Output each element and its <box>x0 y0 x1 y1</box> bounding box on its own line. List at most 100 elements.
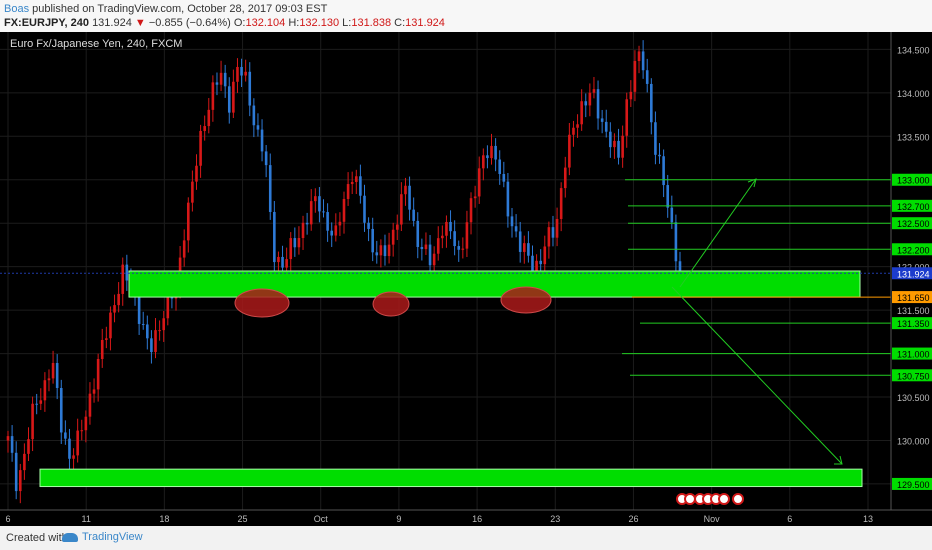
candle-body <box>650 83 653 123</box>
candle-body <box>318 196 321 212</box>
price-label-bg <box>892 199 932 212</box>
candle-body <box>264 151 268 166</box>
candle-body <box>662 156 665 186</box>
candle-body <box>482 155 485 169</box>
candle-body <box>494 145 497 160</box>
candle-body <box>14 452 18 492</box>
candle-body <box>109 312 112 339</box>
candle-body <box>191 181 194 203</box>
last-price: 131.924 <box>92 17 132 29</box>
footer: Created with TradingView <box>0 526 932 550</box>
candle-body <box>522 243 526 252</box>
candle-body <box>207 109 211 127</box>
candle-body <box>432 253 436 266</box>
published-text: published on TradingView.com, October 28… <box>29 3 328 15</box>
candle-body <box>31 403 34 440</box>
candle-body <box>625 99 629 136</box>
candle-body <box>260 129 264 152</box>
candle-body <box>490 145 493 159</box>
candle-body <box>580 101 583 125</box>
open-value: 132.104 <box>245 17 286 29</box>
price-label-bg <box>892 291 932 304</box>
candle-body <box>227 86 231 113</box>
candle-body <box>309 201 313 225</box>
symbol-label: FX:EURJPY <box>4 17 65 29</box>
candle-body <box>305 222 309 225</box>
low-label: L: <box>342 17 352 29</box>
created-with-text: Created with <box>6 532 68 544</box>
x-tick-label: 18 <box>159 514 169 524</box>
candle-body <box>547 227 551 247</box>
candle-body <box>100 339 104 360</box>
candle-body <box>465 222 469 249</box>
candle-body <box>678 261 682 274</box>
price-label: 131.650 <box>897 293 930 303</box>
candle-body <box>117 293 120 306</box>
price-label-bg <box>892 477 932 490</box>
candle-body <box>375 252 379 256</box>
candle-body <box>584 101 588 106</box>
support-touch-ellipse <box>500 286 552 314</box>
cloud-icon <box>62 532 78 542</box>
candle-body <box>592 89 596 93</box>
candle-body <box>617 140 620 158</box>
candle-body <box>326 212 329 231</box>
price-label: 129.500 <box>897 480 930 490</box>
candle-body <box>621 135 624 158</box>
chart-area[interactable]: 134.500134.000133.500133.000132.500132.0… <box>0 32 932 526</box>
high-label: H: <box>288 17 300 29</box>
candle-body <box>350 181 354 185</box>
candle-body <box>43 380 47 401</box>
candle-body <box>604 121 608 132</box>
time-axis-bg <box>0 510 932 526</box>
candle-body <box>514 226 518 232</box>
x-tick-label: Nov <box>704 514 721 524</box>
candle-body <box>477 168 481 197</box>
low-value: 131.838 <box>351 17 392 29</box>
candle-body <box>555 218 559 238</box>
author-link[interactable]: Boas <box>4 3 30 15</box>
candle-body <box>527 243 530 256</box>
close-label: C: <box>394 17 406 29</box>
high-value: 132.130 <box>299 17 340 29</box>
candle-body <box>113 305 116 313</box>
down-arrow-icon: ▼ <box>134 17 146 29</box>
tradingview-logo[interactable]: TradingView <box>62 531 143 543</box>
price-label: 132.500 <box>897 219 930 229</box>
candle-body <box>641 51 645 71</box>
x-tick-label: 6 <box>787 514 792 524</box>
candle-body <box>535 260 538 271</box>
candle-body <box>531 255 534 271</box>
candle-body <box>199 130 202 166</box>
candle-body <box>457 246 461 250</box>
y-tick-label: 131.500 <box>897 306 930 316</box>
y-tick-label: 130.000 <box>897 436 930 446</box>
candle-body <box>203 126 206 131</box>
candle-body <box>445 221 448 236</box>
candle-body <box>572 127 575 135</box>
candle-body <box>412 209 415 221</box>
candle-body <box>51 363 55 379</box>
candle-body <box>219 72 223 85</box>
price-chart[interactable]: 134.500134.000133.500133.000132.500132.0… <box>0 32 932 526</box>
candle-body <box>277 256 280 263</box>
candle-body <box>80 430 84 432</box>
candle-body <box>92 389 96 394</box>
x-tick-label: 6 <box>5 514 10 524</box>
candle-body <box>518 231 522 252</box>
candle-body <box>674 222 678 262</box>
candle-body <box>59 387 63 433</box>
candle-body <box>400 194 403 225</box>
candle-body <box>502 174 506 182</box>
candle-body <box>391 229 395 245</box>
x-tick-label: 9 <box>396 514 401 524</box>
candle-body <box>244 71 247 76</box>
x-tick-label: 13 <box>863 514 873 524</box>
y-tick-label: 130.500 <box>897 393 930 403</box>
x-tick-label: 23 <box>550 514 560 524</box>
candle-body <box>72 455 75 459</box>
support-zone <box>128 270 861 298</box>
candle-body <box>297 238 301 248</box>
projection-down-line <box>671 286 843 465</box>
x-tick-label: 11 <box>82 514 91 524</box>
